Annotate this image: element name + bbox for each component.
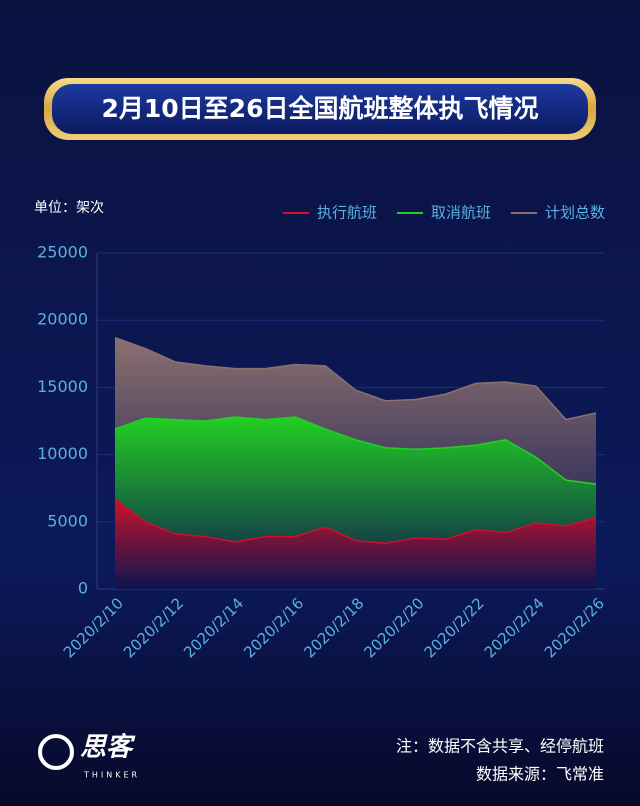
note: 注：数据不含共享、经停航班 [396,737,604,756]
y-tick-label: 0 [78,579,88,598]
logo-mark [38,734,74,770]
area-line [114,498,597,545]
brand: 思客 [80,733,136,763]
area [115,498,596,589]
y-tick-label: 25000 [37,243,88,262]
legend-label: 取消航班 [431,204,491,222]
brand-en: THINKER [83,771,140,780]
legend-label: 计划总数 [545,204,605,222]
area-line [114,336,597,421]
area-line [114,416,597,485]
unit-label: 单位：架次 [34,200,104,216]
source: 数据来源：飞常准 [476,765,604,784]
y-tick-label: 15000 [37,377,88,396]
y-tick-label: 5000 [47,511,88,530]
y-tick-label: 20000 [37,310,88,329]
legend-label: 执行航班 [317,204,377,222]
y-tick-label: 10000 [37,444,88,463]
title-banner [52,84,588,134]
chart-title: 2月10日至26日全国航班整体执飞情况 [102,94,539,123]
